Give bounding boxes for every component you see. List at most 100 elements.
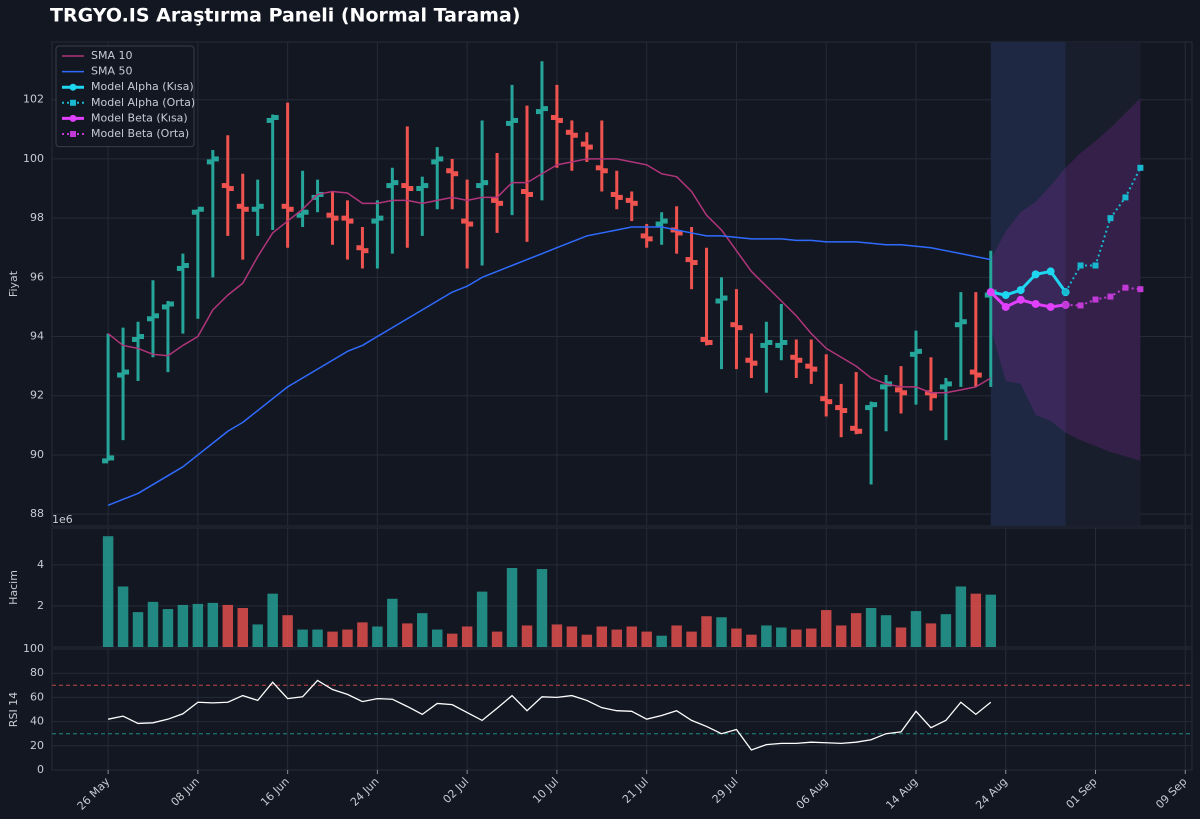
volume-bar [731, 628, 742, 647]
series-line [107, 158, 992, 394]
forecast-point [1107, 293, 1114, 300]
volume-bar [312, 629, 323, 647]
legend-marker [70, 99, 76, 106]
volume-bar [102, 536, 114, 647]
y-tick-label: 80 [30, 666, 44, 679]
volume-bar [686, 631, 697, 647]
volume-bar [372, 626, 383, 647]
forecast-point [1107, 215, 1114, 222]
volume-bar [432, 629, 443, 647]
volume-bar [357, 622, 368, 647]
volume-bar [551, 624, 563, 647]
forecast-point [1062, 301, 1069, 308]
y-tick-label: 20 [30, 739, 44, 752]
legend-label: Model Beta (Orta) [91, 127, 189, 140]
volume-bar [791, 629, 802, 647]
legend-label: Model Beta (Kısa) [91, 111, 188, 124]
volume-bar [521, 625, 533, 647]
y-tick-label: 102 [23, 93, 44, 106]
volume-bar [581, 634, 593, 647]
volume-bar [117, 586, 129, 647]
volume-bar [342, 629, 353, 647]
y-tick-label: 60 [30, 690, 44, 703]
volume-bar [985, 594, 997, 647]
forecast-point [1137, 164, 1144, 171]
forecast-point [1016, 295, 1025, 304]
y-axis-label: RSI 14 [7, 692, 20, 727]
y-tick-label: 100 [23, 642, 44, 655]
volume-bar [611, 629, 622, 647]
volume-bar [865, 608, 877, 647]
y-tick-label: 98 [30, 211, 44, 224]
volume-bar [925, 623, 937, 647]
forecast-point [1122, 284, 1129, 291]
volume-bar [746, 634, 757, 647]
forecast-point [1016, 286, 1025, 295]
volume-bar [806, 628, 817, 647]
volume-bar [701, 616, 712, 647]
y-tick-label: 92 [30, 389, 44, 402]
y-tick-label: 94 [30, 330, 44, 343]
legend-marker [69, 114, 77, 122]
forecast-point [1062, 289, 1069, 296]
volume-bar [402, 623, 413, 647]
y-tick-label: 100 [23, 152, 44, 165]
volume-bar [267, 593, 278, 647]
volume-bar [940, 614, 952, 647]
legend-box [55, 45, 195, 148]
forecast-point [1077, 262, 1084, 269]
forecast-point [1137, 286, 1144, 293]
forecast-point [1046, 267, 1055, 276]
volume-bar [282, 615, 293, 647]
volume-bar [626, 626, 637, 647]
legend-label: Model Alpha (Orta) [91, 96, 195, 109]
volume-bar [222, 604, 234, 647]
y-axis-label: Fiyat [7, 270, 20, 297]
legend-label: SMA 10 [91, 49, 133, 62]
volume-bar [671, 625, 682, 647]
volume-bar [536, 569, 548, 647]
y-tick-label: 2 [37, 599, 44, 612]
volume-bar [177, 604, 189, 647]
legend-marker [70, 131, 76, 137]
forecast-region [1065, 42, 1141, 526]
volume-bar [776, 627, 787, 647]
volume-bar [461, 626, 473, 647]
volume-bar [596, 626, 608, 647]
volume-bar [192, 603, 204, 647]
volume-bar [641, 631, 652, 647]
volume-bar [716, 617, 727, 647]
volume-bar [417, 613, 428, 647]
volume-bar [970, 593, 982, 647]
volume-bar [327, 631, 338, 647]
forecast-point [1122, 194, 1129, 201]
volume-bar [835, 625, 847, 647]
volume-bar [252, 624, 263, 647]
volume-bar [162, 609, 174, 647]
volume-bar [491, 631, 503, 647]
chart-title: TRGYO.IS Araştırma Paneli (Normal Tarama… [50, 5, 520, 27]
volume-bar [446, 633, 458, 647]
y-tick-label: 4 [37, 558, 44, 571]
volume-bar [387, 598, 398, 647]
y-tick-label: 0 [37, 763, 44, 776]
volume-bar [506, 568, 518, 647]
forecast-point [1092, 296, 1099, 303]
forecast-point [1001, 302, 1010, 311]
confidence-band [990, 98, 1141, 461]
legend-label: Model Alpha (Kısa) [91, 80, 194, 93]
series-line [1064, 167, 1142, 293]
volume-bar [147, 601, 159, 647]
y-tick-label: 40 [30, 715, 44, 728]
volume-bar [207, 602, 219, 647]
forecast-point [1031, 299, 1040, 308]
volume-bar [761, 625, 772, 647]
forecast-point [1077, 302, 1084, 309]
volume-bar [656, 635, 667, 647]
volume-bar [820, 610, 832, 647]
y-axis-label: Hacim [7, 570, 20, 605]
forecast-point [1031, 270, 1040, 279]
axis-offset: 1e6 [52, 513, 73, 526]
legend-label: SMA 50 [91, 65, 133, 78]
